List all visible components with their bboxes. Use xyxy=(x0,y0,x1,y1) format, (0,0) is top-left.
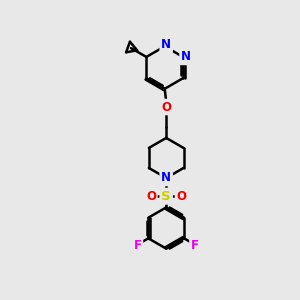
Text: F: F xyxy=(134,238,142,252)
Text: N: N xyxy=(181,50,191,64)
Text: O: O xyxy=(146,190,156,203)
Text: O: O xyxy=(161,100,171,113)
Text: N: N xyxy=(161,38,171,51)
Text: N: N xyxy=(161,172,171,184)
Text: O: O xyxy=(176,190,187,203)
Text: S: S xyxy=(161,190,171,203)
Text: F: F xyxy=(191,238,199,252)
